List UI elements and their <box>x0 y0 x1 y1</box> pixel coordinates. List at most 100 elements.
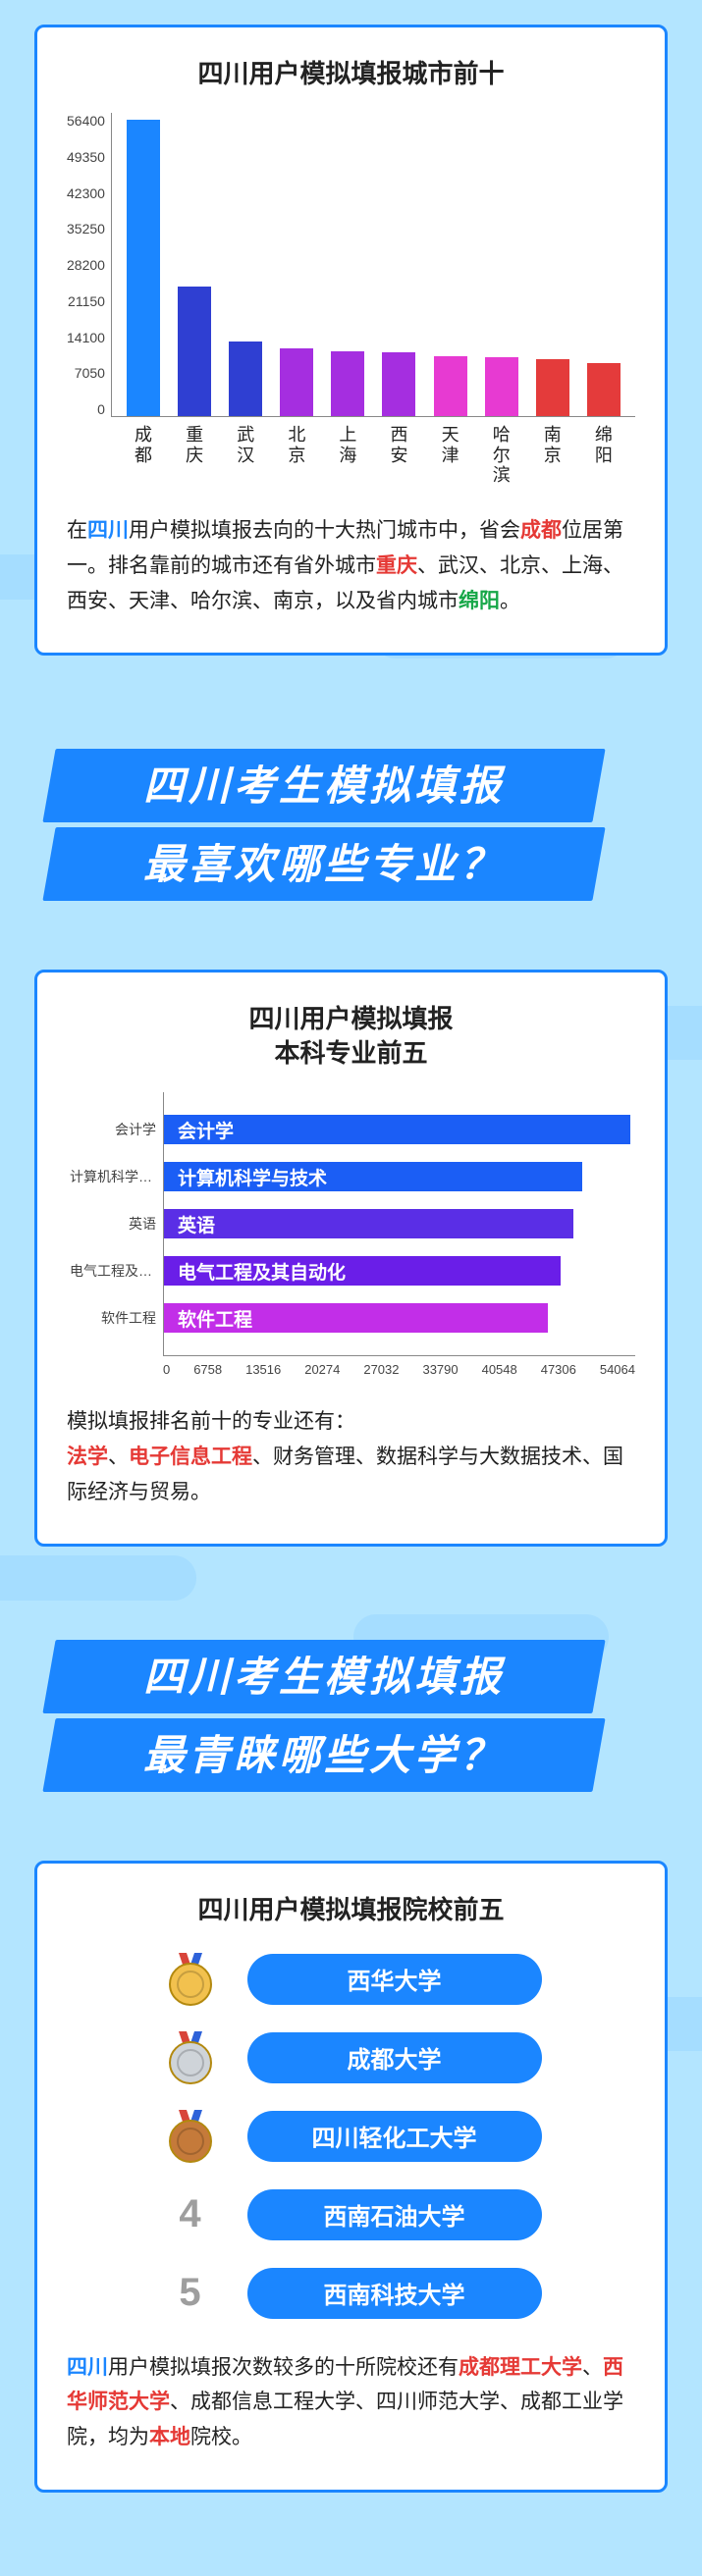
hbar-ylabel: 软件工程 <box>70 1308 164 1328</box>
y-tick: 14100 <box>67 330 105 345</box>
rank-number: 4 <box>161 2185 220 2244</box>
x-label: 哈尔滨 <box>485 425 518 486</box>
content-wrapper: 四川用户模拟填报城市前十 070501410021150282003525042… <box>0 25 702 2576</box>
card-universities: 四川用户模拟填报院校前五 西华大学成都大学四川轻化工大学 4 西南石油大学 5 西南科技… <box>34 1861 668 2492</box>
x-tick: 27032 <box>363 1362 399 1377</box>
card3-title: 四川用户模拟填报院校前五 <box>67 1893 635 1927</box>
x-tick: 13516 <box>245 1362 281 1377</box>
hbar: 电气工程及其自动化 <box>164 1256 561 1286</box>
y-tick: 56400 <box>67 113 105 129</box>
rank-row: 4 西南石油大学 <box>67 2185 635 2244</box>
card2-title-line2: 本科专业前五 <box>274 1038 427 1068</box>
bar-column <box>331 351 364 416</box>
hbar: 计算机科学与技术 <box>164 1162 582 1191</box>
headline-majors: 四川考生模拟填报 最喜欢哪些专业？ <box>0 749 702 906</box>
bar <box>280 348 313 416</box>
y-tick: 21150 <box>67 293 105 309</box>
bar-column <box>178 287 211 416</box>
rank-row: 5 西南科技大学 <box>67 2264 635 2323</box>
rank-list: 西华大学成都大学四川轻化工大学 4 西南石油大学 5 西南科技大学 <box>67 1950 635 2323</box>
rank-pill: 成都大学 <box>247 2032 542 2083</box>
card-majors: 四川用户模拟填报 本科专业前五 会计学会计学计算机科学与技术计算机科学与技术英语… <box>34 970 668 1547</box>
bar <box>434 356 467 417</box>
hbar-row: 会计学会计学 <box>164 1108 635 1151</box>
bar-column <box>536 359 569 416</box>
bar-chart-cities: 0 7050 14100 21150 28200 35250 42300 49350 56400 <box>67 113 635 417</box>
y-tick: 28200 <box>67 257 105 273</box>
x-tick: 6758 <box>193 1362 222 1377</box>
card1-description: 在四川用户模拟填报去向的十大热门城市中，省会成都位居第一。排名靠前的城市还有省外… <box>67 513 635 618</box>
y-tick: 49350 <box>67 149 105 165</box>
x-tick: 0 <box>163 1362 170 1377</box>
medal-icon <box>161 2107 220 2166</box>
hbar-ylabel: 电气工程及其自… <box>70 1261 164 1281</box>
y-tick: 0 <box>67 401 105 417</box>
rank-row: 四川轻化工大学 <box>67 2107 635 2166</box>
bar <box>536 359 569 416</box>
hbar-plot: 会计学会计学计算机科学与技术计算机科学与技术英语英语电气工程及其自…电气工程及其… <box>163 1092 635 1356</box>
rank-row: 成都大学 <box>67 2028 635 2087</box>
x-label: 绵阳 <box>587 425 621 486</box>
headline2-line2: 最青睐哪些大学？ <box>49 1718 599 1792</box>
x-label: 武汉 <box>229 425 262 486</box>
x-label: 上海 <box>331 425 364 486</box>
bar <box>127 120 160 416</box>
bar-chart-plot <box>111 113 635 417</box>
medal-icon <box>161 2028 220 2087</box>
bar-column <box>127 120 160 416</box>
headline2-line1: 四川考生模拟填报 <box>49 1640 599 1713</box>
hbar-row: 软件工程软件工程 <box>164 1296 635 1340</box>
hbar-ylabel: 英语 <box>70 1214 164 1234</box>
bar <box>382 352 415 416</box>
bar-column <box>485 357 518 416</box>
rank-pill: 四川轻化工大学 <box>247 2111 542 2162</box>
bar <box>485 357 518 416</box>
bar <box>229 342 262 416</box>
headline1-line1: 四川考生模拟填报 <box>49 749 599 822</box>
medal-icon <box>161 1950 220 2009</box>
y-tick: 35250 <box>67 221 105 237</box>
x-tick: 47306 <box>541 1362 576 1377</box>
hbar-row: 电气工程及其自…电气工程及其自动化 <box>164 1249 635 1292</box>
hbar: 会计学 <box>164 1115 630 1144</box>
hbar-chart-majors: 会计学会计学计算机科学与技术计算机科学与技术英语英语电气工程及其自…电气工程及其… <box>67 1092 635 1377</box>
hbar-ylabel: 会计学 <box>70 1120 164 1139</box>
x-tick: 20274 <box>304 1362 340 1377</box>
x-label: 成都 <box>127 425 160 486</box>
bar-column <box>382 352 415 416</box>
bar-chart-yaxis: 0 7050 14100 21150 28200 35250 42300 49350 56400 <box>67 113 111 417</box>
card2-description: 模拟填报排名前十的专业还有：法学、电子信息工程、财务管理、数据科学与大数据技术、… <box>67 1404 635 1509</box>
bar-column <box>229 342 262 416</box>
x-label: 南京 <box>536 425 569 486</box>
hbar-row: 计算机科学与技术计算机科学与技术 <box>164 1155 635 1198</box>
rank-number: 5 <box>161 2264 220 2323</box>
bar <box>178 287 211 416</box>
bar <box>331 351 364 416</box>
bar-column <box>587 363 621 416</box>
bar-column <box>434 356 467 417</box>
hbar-xaxis: 0675813516202742703233790405484730654064 <box>163 1356 635 1377</box>
hbar: 英语 <box>164 1209 573 1238</box>
x-label: 北京 <box>280 425 313 486</box>
headline-universities: 四川考生模拟填报 最青睐哪些大学？ <box>0 1640 702 1797</box>
x-label: 重庆 <box>178 425 211 486</box>
x-label: 天津 <box>434 425 467 486</box>
y-tick: 7050 <box>67 365 105 381</box>
rank-pill: 西南科技大学 <box>247 2268 542 2319</box>
x-label: 西安 <box>383 425 416 486</box>
card-cities: 四川用户模拟填报城市前十 0 7050 14100 21150 28200 35250 42… <box>34 25 668 656</box>
bar <box>587 363 621 416</box>
hbar-ylabel: 计算机科学与技术 <box>70 1167 164 1186</box>
y-tick: 42300 <box>67 185 105 201</box>
card3-description: 四川用户模拟填报次数较多的十所院校还有成都理工大学、西华师范大学、成都信息工程大… <box>67 2350 635 2455</box>
hbar-row: 英语英语 <box>164 1202 635 1245</box>
card1-title: 四川用户模拟填报城市前十 <box>67 57 635 91</box>
card2-title-line1: 四川用户模拟填报 <box>248 1004 453 1033</box>
rank-pill: 西南石油大学 <box>247 2189 542 2240</box>
x-tick: 33790 <box>422 1362 458 1377</box>
x-tick: 40548 <box>482 1362 517 1377</box>
card2-title: 四川用户模拟填报 本科专业前五 <box>67 1002 635 1071</box>
bar-chart-xaxis: 成都重庆武汉北京上海西安天津哈尔滨南京绵阳 <box>112 417 635 486</box>
hbar: 软件工程 <box>164 1303 548 1333</box>
rank-row: 西华大学 <box>67 1950 635 2009</box>
